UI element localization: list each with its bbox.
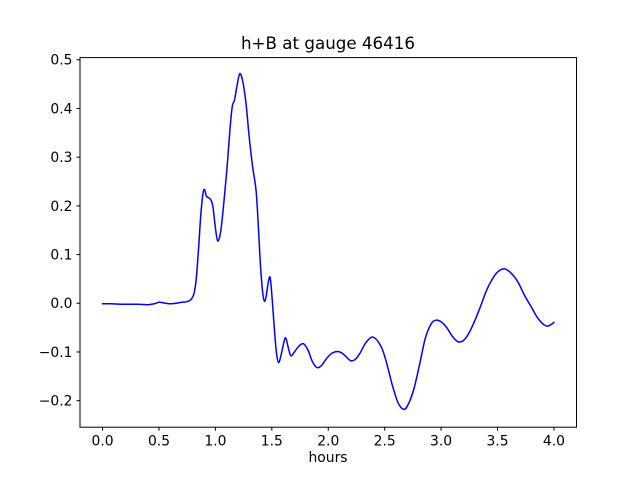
y-tick-label: −0.2	[39, 394, 73, 410]
chart-title: h+B at gauge 46416	[241, 33, 415, 53]
x-tick-label: 3.5	[486, 434, 508, 450]
data-line-h+B	[101, 72, 555, 411]
axes-layer: 0.0 0.5 1.0 1.5 2.0 2.5 3.0 3.5 4.0 −0.2 −0.1 0.0 0.…	[39, 53, 577, 450]
x-tick-label: 1.0	[204, 434, 226, 450]
y-tick-label: 0.5	[50, 53, 72, 69]
x-tick-label: 4.0	[543, 434, 565, 450]
x-tick-label: 0.0	[92, 434, 114, 450]
y-tick-label: 0.0	[50, 296, 72, 312]
x-tick-label: 2.5	[374, 434, 396, 450]
x-tick-label: 0.5	[148, 434, 170, 450]
x-tick-label: 3.0	[430, 434, 452, 450]
y-tick-label: 0.2	[50, 199, 72, 215]
y-tick-label: 0.1	[50, 247, 72, 263]
y-tick-label: 0.3	[50, 150, 72, 166]
data-layer	[101, 72, 555, 411]
x-tick-label: 1.5	[261, 434, 283, 450]
x-axis-label: hours	[308, 450, 347, 466]
y-tick-label: 0.4	[50, 101, 72, 117]
y-tick-label: −0.1	[39, 345, 73, 361]
plot-area-border	[79, 57, 577, 428]
x-tick-label: 2.0	[317, 434, 339, 450]
